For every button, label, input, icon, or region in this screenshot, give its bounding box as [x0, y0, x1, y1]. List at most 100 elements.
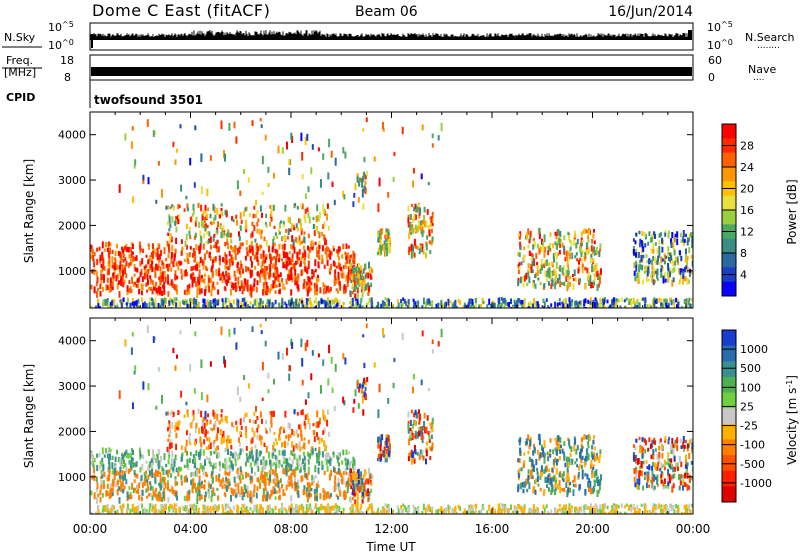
velocity-colorbar-swatch-6 — [722, 423, 736, 440]
xtick-label-1: 04:00 — [173, 522, 208, 536]
freq-tick-18: 18 — [60, 54, 74, 67]
power-colorbar-tick-label-3: 16 — [740, 204, 754, 217]
velocity-colorbar-swatch-5 — [722, 408, 736, 425]
power-colorbar-swatch-8 — [722, 238, 736, 254]
power-colorbar-tick-label-6: 4 — [740, 269, 747, 282]
velocity-colorbar-tick-label-5: -100 — [740, 439, 765, 452]
power-colorbar-swatch-5 — [722, 195, 736, 211]
frequency-panel: Freq. [MHz] 18 8 60 0 Nave .... — [2, 54, 776, 84]
power-echo-cells-8 — [105, 123, 693, 308]
noise-baseline — [91, 38, 692, 40]
velocity-colorbar: 1000 500 100 25 -25 -100 -500 -1000 — [721, 329, 772, 503]
power-ytick-label-4000: 4000 — [58, 129, 86, 142]
velocity-colorbar-label: Velocity [m s-1] — [785, 375, 799, 465]
xtick-label-6: 00:00 — [676, 522, 711, 536]
velocity-colorbar-swatch-3 — [722, 376, 736, 394]
power-colorbar-swatch-0 — [722, 124, 736, 139]
velocity-colorbar-swatch-4 — [722, 392, 736, 409]
velocity-colorbar-swatch-10 — [722, 486, 736, 503]
date-label: 16/Jun/2014 — [608, 4, 693, 20]
freq-label-line2: [MHz] — [4, 66, 36, 79]
velocity-panel: 1000 2000 3000 4000 00:00 04:00 08:00 12:00 16:0… — [22, 317, 799, 554]
power-axes: 1000 2000 3000 4000 — [58, 112, 694, 308]
frequency-trace — [91, 67, 692, 76]
velocity-colorbar-swatch-7 — [722, 439, 736, 456]
velocity-colorbar-swatch-8 — [722, 455, 736, 472]
power-echo-cells-4 — [97, 122, 693, 308]
power-echo-cells-5 — [90, 132, 693, 308]
noise-trace — [90, 30, 692, 48]
power-colorbar-swatch-11 — [722, 281, 736, 297]
xtick-label-2: 08:00 — [274, 522, 309, 536]
velocity-echo-cells-6 — [97, 324, 692, 514]
velocity-colorbar-tick-label-1: 500 — [740, 362, 761, 375]
cpid-label: CPID — [6, 91, 35, 104]
power-colorbar-tick-label-4: 12 — [740, 226, 754, 239]
power-ytick-label-2000: 2000 — [58, 219, 86, 232]
cpid-value: twofsound 3501 — [94, 93, 203, 107]
power-echo-cells-0 — [90, 124, 689, 298]
noise-tick-bottom-left: 10^0 — [48, 38, 74, 52]
nave-label: Nave — [748, 63, 776, 76]
noise-spike-start — [91, 34, 93, 48]
power-colorbar-swatch-9 — [722, 253, 736, 268]
velocity-heatmap — [90, 323, 693, 514]
n-search-dots: ........ — [757, 41, 780, 51]
velocity-colorbar-tick-label-2: 100 — [740, 381, 761, 394]
power-ytick-label-1000: 1000 — [58, 265, 86, 278]
velocity-echo-cells-0 — [90, 329, 693, 514]
beam-label: Beam 06 — [355, 4, 418, 20]
velocity-colorbar-frame — [721, 329, 737, 503]
noise-tick-top-left: 10^5 — [48, 20, 74, 34]
velocity-axes: 1000 2000 3000 4000 00:00 04:00 08:00 12:00 16:0… — [58, 318, 710, 536]
power-colorbar-swatch-6 — [722, 210, 736, 225]
freq-label-line1: Freq. — [6, 54, 33, 67]
power-colorbar-tick-label-0: 28 — [740, 140, 754, 153]
velocity-colorbar-swatch-1 — [722, 345, 736, 362]
nave-tick-60: 60 — [708, 54, 722, 67]
freq-tick-8: 8 — [64, 71, 71, 84]
power-colorbar: 28 24 20 16 12 8 4 — [721, 123, 754, 297]
power-echo-cells-10 — [94, 132, 692, 308]
noise-tick-top-right: 10^5 — [707, 20, 733, 34]
velocity-colorbar-tick-label-7: -1000 — [740, 477, 772, 490]
noise-spike-end — [688, 30, 692, 40]
power-ylabel: Slant Range [km] — [22, 159, 36, 263]
velocity-ytick-label-3000: 3000 — [58, 380, 86, 393]
xtick-label-4: 16:00 — [475, 522, 510, 536]
velocity-colorbar-tick-label-3: 25 — [740, 400, 754, 413]
velocity-colorbar-tick-label-4: -25 — [740, 420, 758, 433]
power-colorbar-label: Power [dB] — [785, 179, 799, 244]
power-heatmap — [90, 117, 693, 308]
time-axis-label: Time UT — [365, 540, 416, 554]
power-colorbar-tick-label-1: 24 — [740, 161, 754, 174]
power-ytick-label-3000: 3000 — [58, 174, 86, 187]
power-colorbar-swatch-3 — [722, 167, 736, 182]
velocity-ytick-label-4000: 4000 — [58, 335, 86, 348]
noise-panel: N.Sky 10^5 10^0 10^5 10^0 N.Search .....… — [2, 20, 795, 52]
nave-tick-0: 0 — [708, 71, 715, 84]
n-sky-label: N.Sky — [4, 31, 36, 44]
power-echo-cells-3 — [90, 135, 602, 299]
xtick-label-5: 20:00 — [575, 522, 610, 536]
velocity-colorbar-tick-label-6: -500 — [740, 458, 765, 471]
velocity-colorbar-swatch-0 — [722, 330, 736, 347]
velocity-colorbar-tick-label-0: 1000 — [740, 343, 768, 356]
velocity-colorbar-swatch-2 — [722, 361, 736, 378]
nave-dots: .... — [753, 73, 764, 83]
noise-tick-bottom-right: 10^0 — [707, 38, 733, 52]
n-search-label: N.Search — [745, 31, 795, 44]
xtick-label-0: 00:00 — [73, 522, 108, 536]
power-panel: 1000 2000 3000 4000 Slant Range [km] 28 24 20… — [22, 111, 799, 309]
power-colorbar-tick-label-2: 20 — [740, 183, 754, 196]
velocity-echo-cells-9 — [118, 339, 692, 503]
velocity-ytick-label-2000: 2000 — [58, 425, 86, 438]
power-colorbar-tick-label-5: 8 — [740, 247, 747, 260]
velocity-echo-cells-8 — [172, 344, 689, 504]
chart-title: Dome C East (fitACF) — [92, 1, 270, 20]
velocity-ytick-label-1000: 1000 — [58, 471, 86, 484]
xtick-label-3: 12:00 — [374, 522, 409, 536]
velocity-colorbar-swatch-9 — [722, 470, 736, 487]
power-colorbar-swatch-2 — [722, 152, 736, 168]
